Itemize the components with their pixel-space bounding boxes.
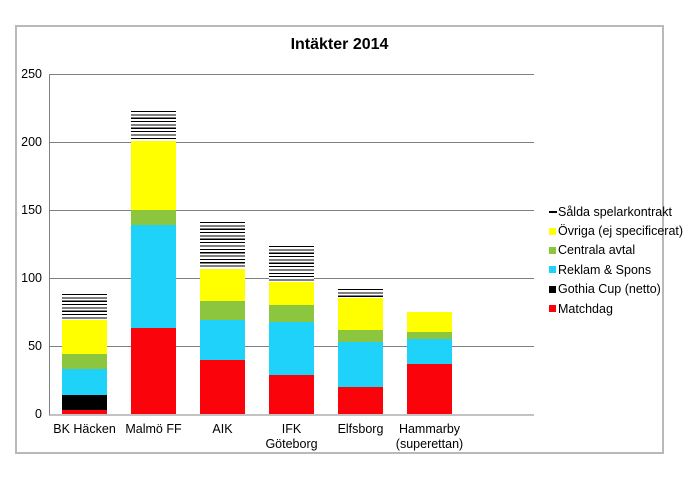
- bar-segment-matchdag: [407, 363, 452, 414]
- x-axis-category-label: IFK Göteborg: [265, 422, 318, 451]
- bar-aik: [200, 222, 245, 414]
- legend-label: Sålda spelarkontrakt: [558, 204, 672, 219]
- bar-segment-reklam-spons: [338, 341, 383, 387]
- bar-segment-centrala-avtal: [407, 332, 452, 340]
- legend-label: Reklam & Spons: [558, 262, 652, 277]
- bar-segment-s-lda-spelarkontrakt: [62, 294, 107, 321]
- bar-segment-matchdag: [269, 374, 314, 414]
- legend-dash-swatch-icon: [549, 210, 557, 213]
- y-axis-tick-label-200: 200: [21, 134, 42, 149]
- x-axis-category-label: BK Häcken: [53, 422, 116, 436]
- bar-segment--vriga-ej-specificerat-: [62, 320, 107, 355]
- bar-segment-matchdag: [131, 328, 176, 414]
- legend-item-matchdag: Matchdag: [549, 299, 677, 318]
- y-axis-tick-label-50: 50: [28, 338, 42, 353]
- bar-segment-reklam-spons: [131, 224, 176, 329]
- gridline-150: [50, 209, 534, 211]
- legend-item-centrala-avtal: Centrala avtal: [549, 241, 677, 260]
- bar-ifk: [269, 245, 314, 414]
- bar-segment-matchdag: [200, 359, 245, 414]
- x-axis-category-label: Elfsborg: [337, 422, 384, 436]
- chart-title: Intäkter 2014: [290, 36, 389, 53]
- legend-label: Gothia Cup (netto): [558, 282, 661, 297]
- legend-color-swatch-icon: [549, 266, 556, 274]
- bar-segment-s-lda-spelarkontrakt: [269, 245, 314, 283]
- legend-label: Matchdag: [558, 301, 613, 316]
- gridline-250: [50, 74, 534, 75]
- bar-segment-s-lda-spelarkontrakt: [131, 110, 176, 141]
- bar-segment-reklam-spons: [200, 320, 245, 360]
- legend-item-gothia-cup-netto-: Gothia Cup (netto): [549, 280, 677, 299]
- bar-segment--vriga-ej-specificerat-: [131, 140, 176, 210]
- bar-hammarby: [407, 312, 452, 414]
- x-axis-category-label: Malmö FF: [125, 422, 182, 436]
- plot-area: 0 50 100 150 200 250 BK Häcken Malmö FF AIK IFK G…: [21, 67, 534, 451]
- bar-segment-centrala-avtal: [62, 354, 107, 370]
- y-axis-tick-label-250: 250: [21, 66, 42, 81]
- bar-elfsborg: [338, 288, 383, 414]
- x-axis-category-label: AIK: [212, 422, 233, 436]
- bar-bk-h-cken: [62, 294, 107, 414]
- bar-segment--vriga-ej-specificerat-: [200, 268, 245, 302]
- bar-segment-centrala-avtal: [338, 329, 383, 342]
- y-axis-tick-label-150: 150: [21, 202, 42, 217]
- legend-item--vriga-ej-specificerat-: Övriga (ej specificerat): [549, 221, 683, 240]
- bar-segment-reklam-spons: [62, 369, 107, 395]
- x-axis-category-label: Hammarby (superettan): [395, 422, 464, 451]
- legend-item-reklam-spons: Reklam & Spons: [549, 260, 677, 279]
- legend-color-swatch-icon: [549, 305, 556, 313]
- bar-segment--vriga-ej-specificerat-: [269, 282, 314, 306]
- bar-segment-matchdag: [62, 409, 107, 414]
- legend-label: Övriga (ej specificerat): [558, 224, 684, 239]
- y-axis-tick-label-0: 0: [35, 406, 42, 421]
- bar-segment-centrala-avtal: [200, 301, 245, 321]
- bar-segment--vriga-ej-specificerat-: [407, 312, 452, 333]
- bar-malm-ff: [131, 110, 176, 414]
- legend-label: Centrala avtal: [558, 243, 636, 258]
- legend: Sålda spelarkontrakt Övriga (ej specifice…: [549, 202, 683, 318]
- bar-segment-s-lda-spelarkontrakt: [200, 222, 245, 269]
- legend-item-s-lda-spelarkontrakt: Sålda spelarkontrakt: [549, 202, 677, 221]
- legend-color-swatch-icon: [549, 227, 556, 235]
- bar-segment-centrala-avtal: [131, 209, 176, 225]
- y-axis-tick-label-100: 100: [21, 270, 42, 285]
- bar-segment-matchdag: [338, 386, 383, 414]
- bar-segment--vriga-ej-specificerat-: [338, 298, 383, 330]
- bar-segment-reklam-spons: [269, 321, 314, 375]
- gridline-200: [50, 141, 534, 143]
- legend-color-swatch-icon: [549, 246, 556, 254]
- legend-color-swatch-icon: [549, 285, 556, 293]
- bar-segment-centrala-avtal: [269, 305, 314, 322]
- chart-frame: Intäkter 2014 0 50 100 150 200 250 BK Häcken Ma…: [15, 25, 683, 454]
- bar-segment-s-lda-spelarkontrakt: [338, 288, 383, 299]
- bar-segment-reklam-spons: [407, 339, 452, 364]
- bar-segment-gothia-cup-netto-: [62, 394, 107, 410]
